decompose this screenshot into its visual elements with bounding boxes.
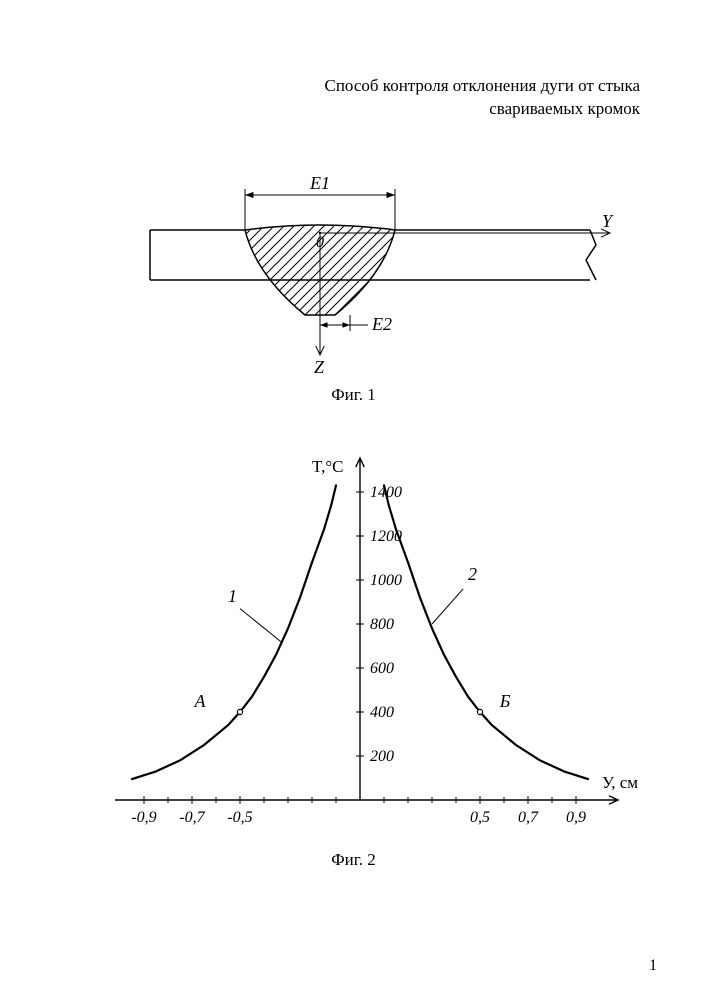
svg-text:800: 800 — [370, 616, 394, 633]
figure-1: Y Z 0 E1 E2 — [120, 170, 620, 390]
svg-text:-0,9: -0,9 — [131, 809, 156, 826]
svg-text:0,5: 0,5 — [470, 809, 490, 826]
svg-text:200: 200 — [370, 748, 394, 765]
svg-text:400: 400 — [370, 704, 394, 721]
svg-text:E2: E2 — [371, 314, 392, 334]
svg-text:0: 0 — [316, 234, 324, 251]
svg-text:-0,5: -0,5 — [227, 809, 252, 826]
svg-text:У, см: У, см — [602, 773, 638, 792]
figure-2: -0,9-0,7-0,50,50,70,92004006008001000120… — [80, 430, 640, 850]
page-title: Способ контроля отклонения дуги от стыка… — [260, 75, 640, 121]
figure-2-svg: -0,9-0,7-0,50,50,70,92004006008001000120… — [80, 430, 640, 850]
svg-text:600: 600 — [370, 660, 394, 677]
page-number: 1 — [649, 957, 657, 975]
svg-text:0,9: 0,9 — [566, 809, 586, 826]
svg-text:2: 2 — [468, 564, 477, 584]
svg-text:1: 1 — [228, 586, 237, 606]
svg-text:А: А — [194, 691, 207, 711]
svg-text:0,7: 0,7 — [518, 809, 539, 826]
svg-text:T,°C: T,°C — [312, 457, 344, 476]
svg-text:E1: E1 — [309, 173, 330, 193]
figure-2-caption: Фиг. 2 — [0, 850, 707, 870]
svg-text:Y: Y — [602, 211, 614, 231]
svg-text:1000: 1000 — [370, 572, 402, 589]
page: Способ контроля отклонения дуги от стыка… — [0, 0, 707, 1000]
figure-1-caption: Фиг. 1 — [0, 385, 707, 405]
figure-1-svg: Y Z 0 E1 E2 — [120, 170, 620, 380]
svg-text:-0,7: -0,7 — [179, 809, 205, 826]
svg-text:Z: Z — [314, 357, 325, 377]
svg-text:Б: Б — [499, 691, 511, 711]
